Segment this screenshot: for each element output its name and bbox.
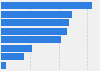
Bar (1, 36, 61, 43)
Bar (1, 53, 24, 60)
Bar (1, 2, 92, 9)
Bar (1, 28, 67, 35)
Bar (1, 62, 6, 69)
Bar (1, 45, 32, 52)
Bar (1, 19, 69, 26)
Bar (1, 11, 72, 18)
